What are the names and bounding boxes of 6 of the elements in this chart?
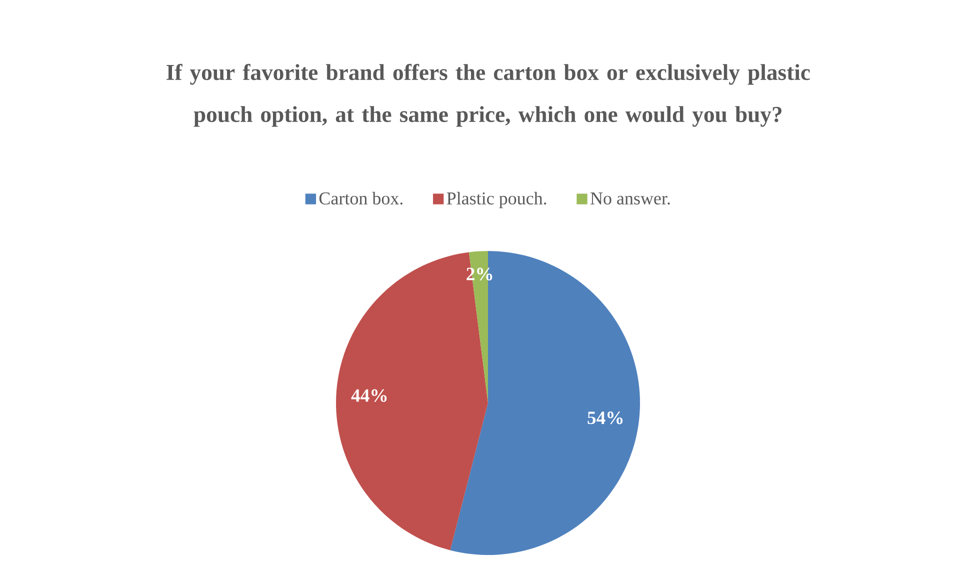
legend-label: Plastic pouch.	[446, 192, 546, 208]
legend-label: Carton box.	[319, 192, 402, 205]
data-label: 44%	[351, 389, 387, 402]
data-label: 54%	[588, 412, 623, 424]
legend-label: No answer.	[590, 192, 670, 205]
chart-title: If your favorite brand offers the carton box or exclusively plastic pouch option, at the same price, which one would you buy?	[166, 64, 810, 127]
